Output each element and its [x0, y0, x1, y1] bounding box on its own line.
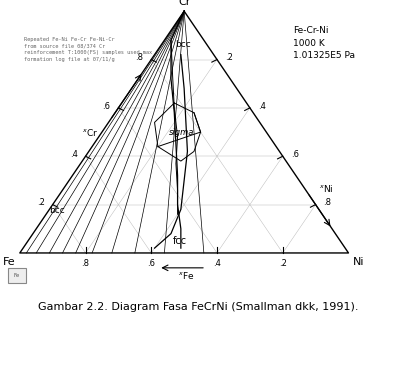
Text: .2: .2 [225, 53, 233, 62]
Bar [8, 268, 26, 283]
Text: $^x$Ni: $^x$Ni [319, 183, 334, 194]
Text: .4: .4 [258, 102, 266, 110]
Text: .6: .6 [147, 259, 155, 267]
Text: .6: .6 [103, 102, 110, 110]
Text: $^x$Cr: $^x$Cr [82, 127, 98, 138]
Text: Repeated Fe-Ni Fe-Cr Fe-Ni-Cr
from source file 08/374 Cr
reinforcement T:1000(FS: Repeated Fe-Ni Fe-Cr Fe-Ni-Cr from sourc… [24, 37, 152, 62]
Text: .2: .2 [37, 198, 45, 207]
Text: fcc: fcc [173, 236, 187, 246]
Text: .4: .4 [70, 150, 78, 159]
Text: .4: .4 [213, 259, 221, 267]
Text: sigma: sigma [169, 128, 194, 137]
Text: .8: .8 [135, 53, 143, 62]
Text: .8: .8 [324, 198, 331, 207]
Text: Ni: Ni [352, 257, 364, 267]
Text: bcc: bcc [49, 206, 65, 215]
Text: Cr: Cr [178, 0, 190, 7]
Text: .2: .2 [279, 259, 287, 267]
Text: Fe: Fe [14, 273, 20, 278]
Text: Fe-Cr-Ni
1000 K
1.01325E5 Pa: Fe-Cr-Ni 1000 K 1.01325E5 Pa [293, 26, 355, 60]
Text: bcc: bcc [175, 39, 191, 49]
Text: .6: .6 [291, 150, 299, 159]
Text: Gambar 2.2. Diagram Fasa FeCrNi (Smallman dkk, 1991).: Gambar 2.2. Diagram Fasa FeCrNi (Smallma… [38, 302, 358, 312]
Text: Fe: Fe [3, 257, 16, 267]
Text: .8: .8 [82, 259, 89, 267]
Text: $^x$Fe: $^x$Fe [178, 270, 194, 281]
